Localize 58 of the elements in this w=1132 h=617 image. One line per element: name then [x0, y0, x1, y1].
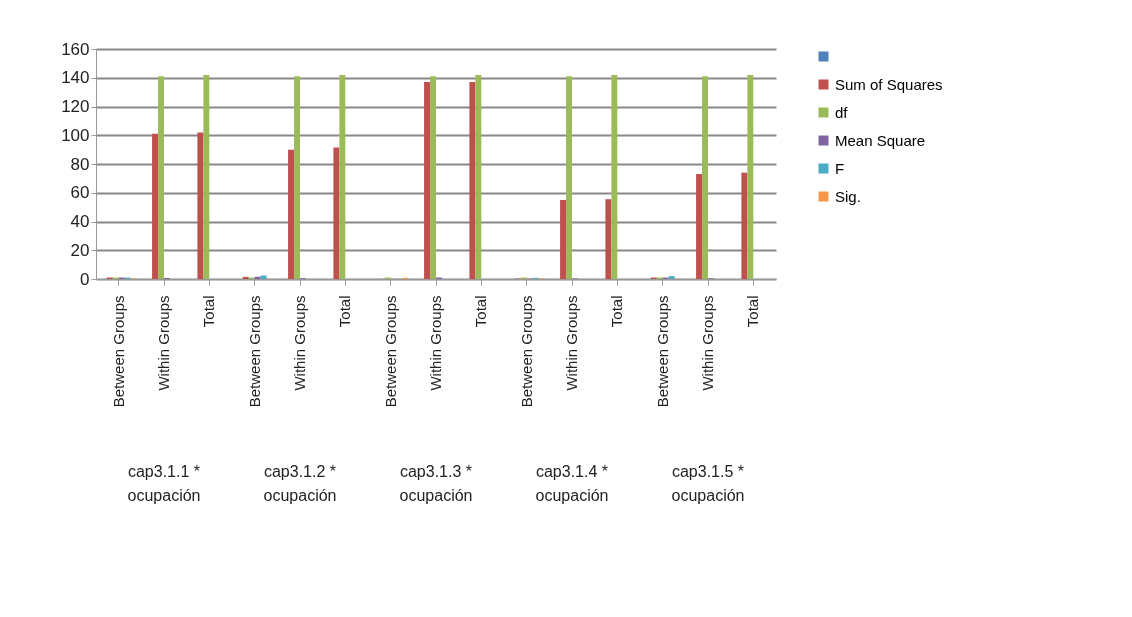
x-tick-label: Total [744, 295, 762, 328]
legend-label: Sig. [835, 187, 861, 205]
y-tick-label: 0 [80, 269, 90, 289]
x-tick-label: Between Groups [517, 295, 535, 408]
bar [197, 132, 204, 279]
bar [203, 74, 210, 279]
bar [605, 199, 612, 279]
y-tick-label: 100 [61, 125, 90, 145]
x-tick-label: Total [336, 295, 354, 328]
x-tick-label: Total [200, 295, 218, 328]
bar [430, 76, 436, 279]
x-tick-label: Between Groups [109, 295, 127, 408]
bar [747, 74, 754, 279]
bar [339, 74, 346, 279]
x-tick-label: Total [608, 295, 626, 328]
x-tick-label: Within Groups [699, 295, 716, 391]
bar [566, 76, 572, 279]
text: cap3.1.2 * ocupación [263, 463, 337, 504]
legend-label: F [835, 159, 845, 177]
text: cap3.1.4 * ocupación [535, 463, 609, 504]
legend-label: Mean Square [835, 131, 926, 149]
text: cap3.1.1 * ocupación [127, 463, 201, 504]
x-tick-label: Total [472, 295, 490, 328]
bar [560, 199, 567, 279]
y-tick-label: 120 [61, 97, 90, 116]
x-tick-label: Between Groups [381, 295, 399, 408]
legend-label: Sum of Squares [835, 75, 943, 93]
x-tick-label: Within Groups [427, 295, 444, 391]
bar [611, 74, 618, 279]
x-tick-label: Between Groups [245, 295, 263, 408]
y-tick-label: 20 [70, 240, 90, 260]
bar [158, 76, 164, 279]
bar [242, 276, 249, 279]
bar [333, 147, 340, 279]
legend-label: df [835, 103, 849, 121]
bar [741, 172, 748, 279]
bar [254, 276, 261, 279]
bar [294, 76, 300, 279]
y-tick-label: 80 [70, 154, 90, 174]
y-tick-label: 160 [61, 39, 90, 59]
x-tick-label: Between Groups [653, 295, 671, 408]
x-tick-label: Within Groups [155, 295, 172, 391]
bar [152, 133, 159, 279]
bar [288, 149, 295, 279]
y-tick-label: 60 [70, 183, 90, 203]
bar [469, 82, 476, 279]
bar [702, 76, 708, 279]
bar [424, 82, 431, 279]
bar [668, 276, 675, 279]
bar [260, 275, 267, 279]
bar [475, 74, 482, 279]
x-tick-label: Within Groups [563, 295, 580, 391]
text: cap3.1.3 * ocupación [399, 463, 473, 504]
x-tick-label: Within Groups [291, 295, 308, 391]
text: cap3.1.5 * ocupación [671, 463, 745, 504]
bar [696, 174, 703, 279]
y-tick-label: 40 [70, 212, 90, 231]
y-tick-label: 140 [61, 68, 90, 88]
